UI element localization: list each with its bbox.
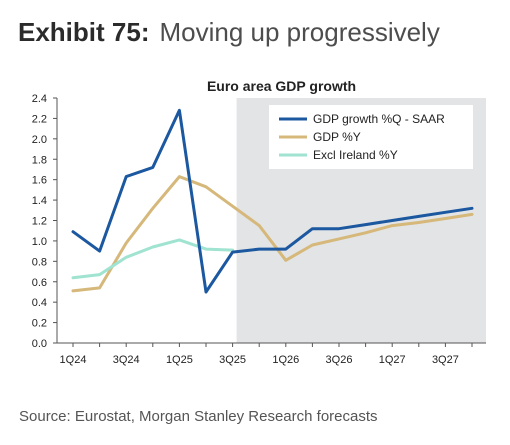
y-tick-label: 1.8	[32, 154, 47, 166]
x-tick-label: 3Q27	[432, 354, 459, 366]
series-line-gdp-y	[71, 175, 474, 293]
x-tick-label: 1Q27	[379, 354, 406, 366]
series-line-gdp-growth-q-saar	[71, 108, 474, 294]
y-tick-label: 0.6	[32, 277, 47, 289]
x-tick-label: 1Q25	[166, 354, 193, 366]
legend-label: GDP growth %Q - SAAR	[313, 112, 445, 126]
y-tick-label: 1.4	[32, 195, 47, 207]
source-note: Source: Eurostat, Morgan Stanley Researc…	[19, 408, 378, 425]
y-tick-label: 0.4	[32, 297, 47, 309]
exhibit-title: Moving up progressively	[159, 17, 440, 47]
x-tick-label: 1Q26	[272, 354, 299, 366]
y-tick-label: 2.2	[32, 113, 47, 125]
y-tick-label: 2.4	[32, 93, 47, 105]
x-tick-label: 3Q26	[326, 354, 353, 366]
y-tick-label: 0.8	[32, 256, 47, 268]
series-line-excl-ireland-y	[71, 238, 235, 280]
exhibit-header: Exhibit 75: Moving up progressively	[18, 14, 440, 50]
y-tick-label: 0.2	[32, 318, 47, 330]
y-tick-label: 0.0	[32, 338, 47, 350]
y-tick-label: 1.0	[32, 236, 47, 248]
x-tick-label: 3Q24	[113, 354, 140, 366]
x-tick-label: 3Q25	[219, 354, 246, 366]
chart-title: Euro area GDP growth	[207, 78, 356, 94]
y-tick-label: 2.0	[32, 134, 47, 146]
y-tick-label: 1.6	[32, 175, 47, 187]
gdp-growth-line-chart: Euro area GDP growth 0.0 0.2 0.4 0.6 0.8 1.0 1.…	[32, 78, 486, 366]
exhibit-number: Exhibit 75:	[18, 17, 150, 47]
legend-label: Excl Ireland %Y	[313, 148, 398, 162]
legend-label: GDP %Y	[313, 130, 361, 144]
x-tick-label: 1Q24	[60, 354, 87, 366]
y-tick-label: 1.2	[32, 216, 47, 228]
